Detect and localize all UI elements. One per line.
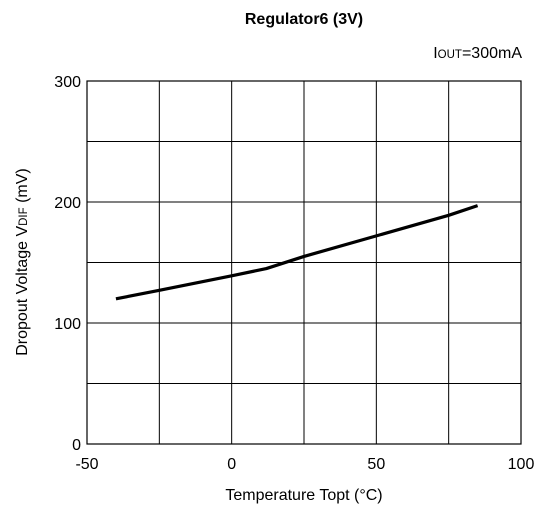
x-axis-label: Temperature Topt (°C) (225, 487, 382, 504)
x-tick-label: 50 (367, 456, 385, 473)
y-axis-label: Dropout Voltage VDIF (mV) (14, 168, 31, 356)
x-tick-label: -50 (75, 456, 98, 473)
y-tick-label: 0 (72, 437, 81, 454)
x-tick-labels: -50 0 50 100 (75, 456, 534, 473)
x-tick-label: 100 (508, 456, 535, 473)
grid-lines (86, 80, 522, 445)
chart-title: Regulator6 (3V) (245, 11, 363, 28)
y-tick-labels: 0 100 200 300 (54, 74, 81, 454)
plot-frame (86, 80, 522, 445)
condition-annotation: IOUT=300mA (433, 45, 522, 62)
y-tick-label: 300 (54, 74, 81, 91)
x-tick-label: 0 (227, 456, 236, 473)
y-tick-label: 200 (54, 195, 81, 212)
series-line (115, 204, 479, 301)
series-group (115, 204, 479, 301)
y-tick-label: 100 (54, 316, 81, 333)
